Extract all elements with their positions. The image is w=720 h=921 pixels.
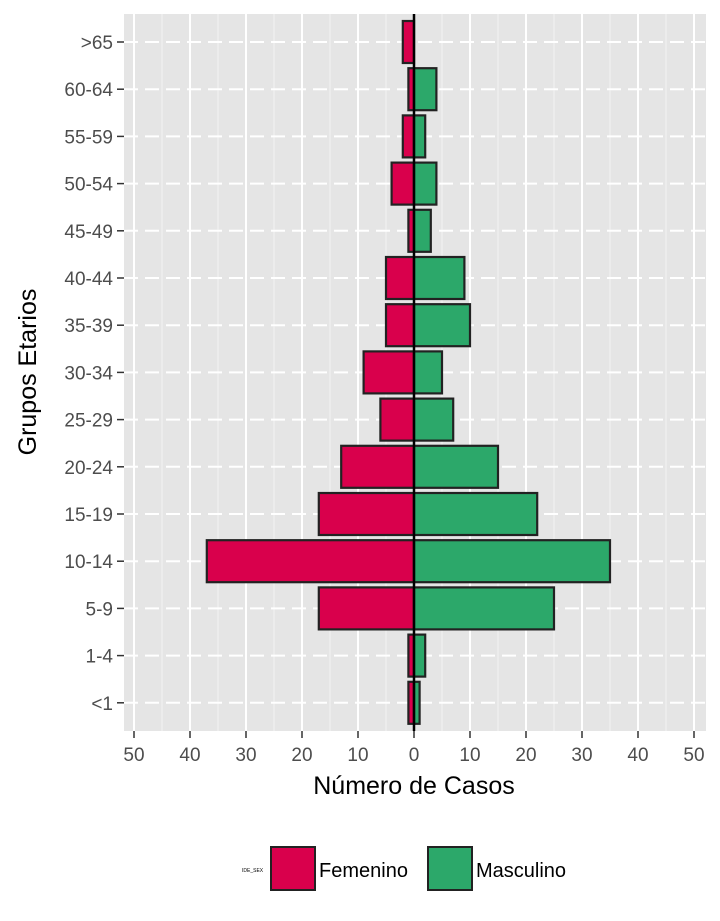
- bar-masculino: [412, 114, 427, 159]
- bars: [205, 19, 612, 725]
- bar-masculino: [412, 633, 427, 678]
- y-tick-label: 30-34: [64, 363, 113, 384]
- y-tick-label: 55-59: [64, 127, 113, 148]
- bar-masculino: [412, 208, 432, 253]
- y-tick-label: 15-19: [64, 505, 113, 526]
- legend-title: IDE_SEX: [242, 868, 264, 874]
- x-axis-title: Número de Casos: [313, 772, 514, 800]
- x-tick-label: 30: [235, 745, 256, 766]
- y-tick-label: 35-39: [64, 316, 113, 337]
- legend-label-femenino: Femenino: [319, 860, 408, 882]
- bar-femenino: [317, 491, 416, 537]
- bar-femenino: [340, 444, 416, 489]
- y-tick-label: 1-4: [86, 647, 114, 668]
- bar-masculino: [412, 350, 444, 395]
- legend-key-femenino: [270, 846, 316, 891]
- legend-label-masculino: Masculino: [476, 860, 566, 882]
- x-tick-label: 30: [571, 745, 592, 766]
- bar-femenino: [390, 161, 416, 206]
- bar-femenino: [401, 19, 416, 65]
- y-tick-label: 40-44: [64, 269, 113, 290]
- bar-masculino: [412, 397, 455, 442]
- legend-key-masculino: [427, 846, 473, 891]
- x-axis: 50 40 30 20 10 0 10 20 30 40 50: [123, 731, 705, 766]
- x-tick-label: 20: [291, 745, 312, 766]
- y-tick-label: 25-29: [64, 411, 113, 432]
- bar-femenino: [205, 539, 416, 584]
- y-tick-label: 20-24: [64, 458, 113, 479]
- bar-masculino: [412, 491, 539, 537]
- bar-masculino: [412, 586, 556, 631]
- bar-masculino: [412, 303, 472, 348]
- y-tick-label: 60-64: [64, 80, 113, 101]
- bar-masculino: [412, 444, 500, 489]
- y-axis-title: Grupos Etarios: [14, 289, 42, 456]
- bar-femenino: [384, 303, 416, 348]
- y-tick-label: 10-14: [64, 552, 113, 573]
- x-tick-label: 40: [627, 745, 648, 766]
- bar-masculino: [412, 539, 612, 584]
- y-tick-label: 45-49: [64, 222, 113, 243]
- x-tick-label: 20: [515, 745, 536, 766]
- bar-femenino: [401, 114, 416, 159]
- bar-femenino: [317, 586, 416, 631]
- y-tick-label: 5-9: [86, 599, 113, 620]
- grid: [124, 14, 706, 731]
- bar-masculino: [412, 67, 438, 112]
- x-tick-label: 40: [179, 745, 200, 766]
- x-tick-label: 50: [123, 745, 144, 766]
- x-tick-label: 0: [409, 745, 420, 766]
- y-tick-label: >65: [81, 33, 113, 54]
- bar-masculino: [412, 255, 466, 301]
- y-tick-label: 50-54: [64, 175, 113, 196]
- legend: IDE_SEX Femenino Masculino: [242, 846, 566, 891]
- y-axis: >65 60-64 55-59 50-54 45-49 40-44 35-39 30-34 25…: [64, 33, 124, 715]
- x-tick-label: 10: [347, 745, 368, 766]
- x-tick-label: 10: [459, 745, 480, 766]
- y-tick-label: <1: [91, 694, 113, 715]
- bar-femenino: [384, 255, 416, 301]
- bar-femenino: [379, 397, 416, 442]
- x-tick-label: 50: [683, 745, 704, 766]
- bar-masculino: [412, 161, 438, 206]
- bar-femenino: [362, 350, 416, 395]
